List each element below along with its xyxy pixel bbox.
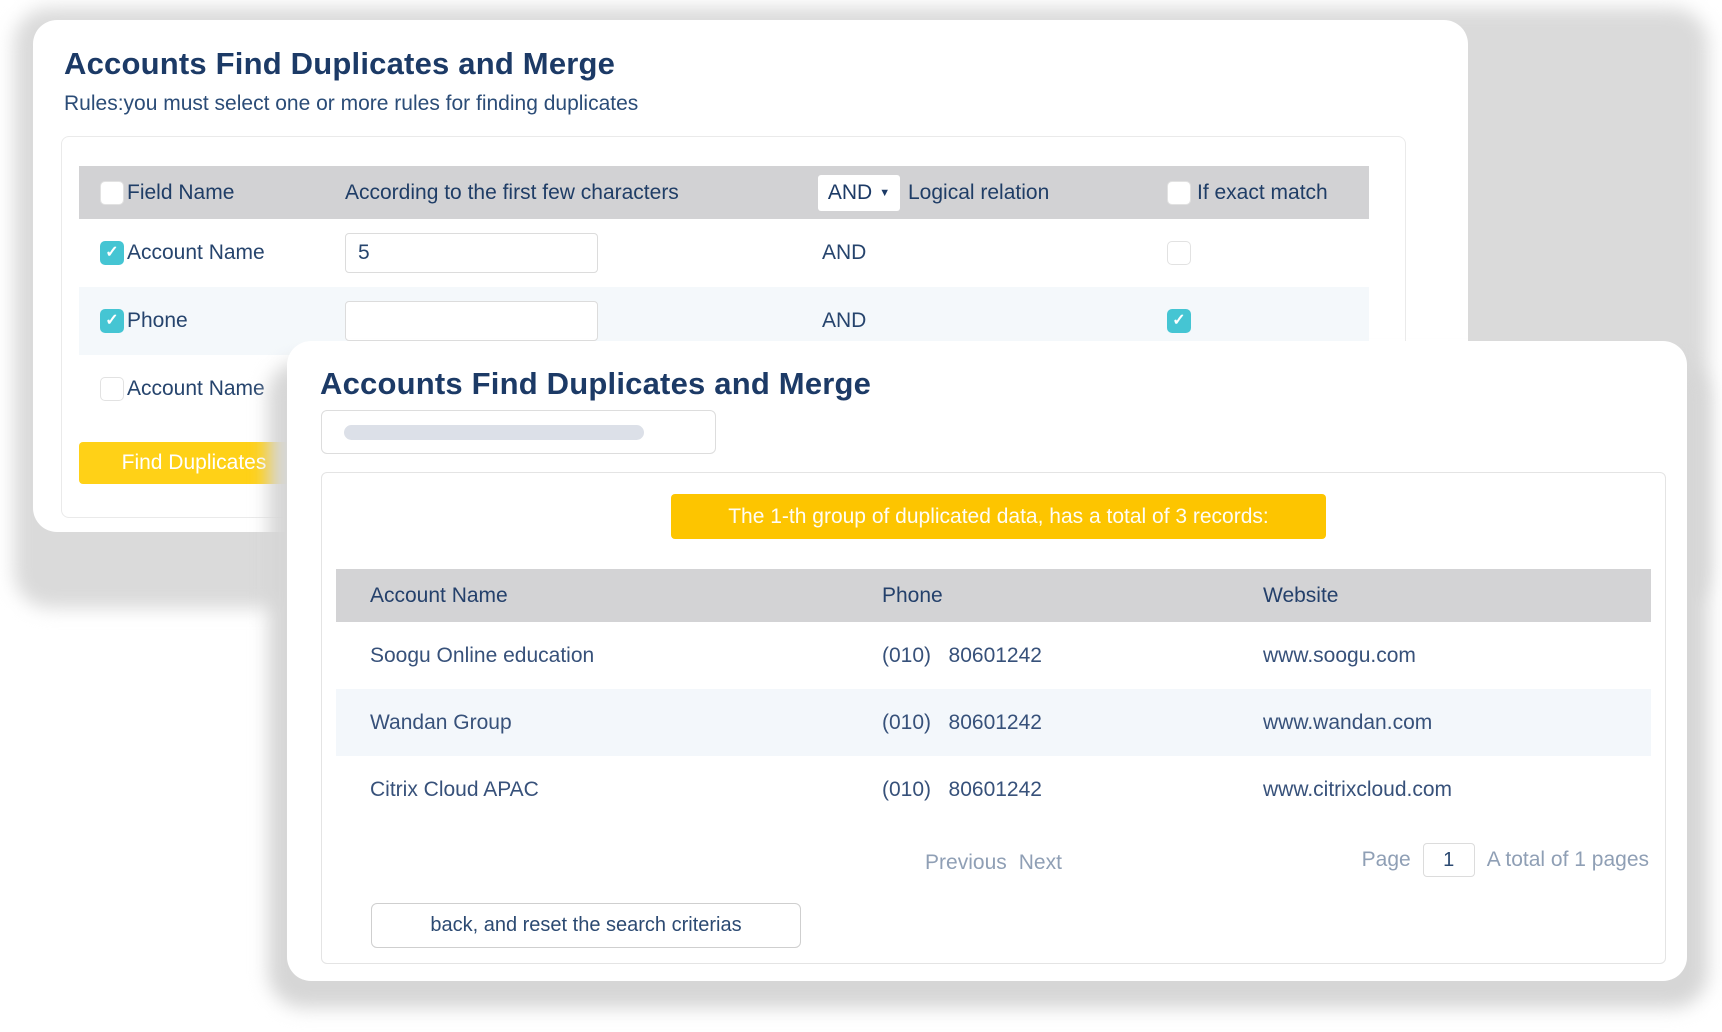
column-header-account-name: Account Name bbox=[370, 583, 508, 607]
exact-match-all-checkbox[interactable] bbox=[1167, 180, 1191, 205]
select-all-checkbox[interactable] bbox=[100, 180, 124, 205]
page-number-input[interactable]: 1 bbox=[1422, 843, 1475, 877]
rules-card-title: Accounts Find Duplicates and Merge bbox=[64, 46, 616, 81]
next-page-link[interactable]: Next bbox=[1018, 851, 1062, 874]
cell-account-name: Wandan Group bbox=[370, 710, 512, 734]
rule-checkbox-account-name[interactable]: ✓ bbox=[100, 241, 124, 265]
table-row[interactable]: Citrix Cloud APAC (010) 80601242 www.cit… bbox=[336, 756, 1651, 823]
table-row[interactable]: Soogu Online education (010) 80601242 ww… bbox=[336, 622, 1651, 689]
exact-match-checkbox[interactable] bbox=[1167, 241, 1191, 265]
rule-label: Account Name bbox=[127, 377, 265, 400]
checkmark-icon: ✓ bbox=[105, 244, 119, 261]
results-card-title: Accounts Find Duplicates and Merge bbox=[320, 366, 872, 401]
cell-account-name: Soogu Online education bbox=[370, 643, 595, 667]
cell-website: www.citrixcloud.com bbox=[1263, 777, 1453, 801]
rule-row-account-name: ✓ Account Name AND bbox=[79, 219, 1369, 287]
rule-checkbox-phone[interactable]: ✓ bbox=[100, 309, 124, 333]
cell-phone: (010) 80601242 bbox=[882, 710, 1042, 734]
total-pages-label: A total of 1 pages bbox=[1486, 848, 1649, 871]
logical-relation-label: Logical relation bbox=[908, 180, 1050, 204]
rules-card-subtitle: Rules:you must select one or more rules … bbox=[64, 92, 639, 115]
results-card: Accounts Find Duplicates and Merge The 1… bbox=[287, 341, 1687, 981]
page-label: Page bbox=[1361, 848, 1411, 871]
rules-table-header: Field Name According to the first few ch… bbox=[79, 166, 1369, 219]
table-row[interactable]: Wandan Group (010) 80601242 www.wandan.c… bbox=[336, 689, 1651, 756]
pager: Previous Next bbox=[336, 851, 1651, 875]
rule-label: Account Name bbox=[127, 241, 265, 264]
logical-relation-value: AND bbox=[827, 180, 873, 204]
column-header-phone: Phone bbox=[882, 583, 943, 607]
logical-relation-select[interactable]: AND ▼ bbox=[818, 174, 900, 211]
prefix-chars-input[interactable] bbox=[345, 301, 598, 341]
cell-phone: (010) 80601242 bbox=[882, 643, 1042, 667]
page-indicator: Page 1 A total of 1 pages bbox=[1362, 843, 1649, 877]
field-name-column-header: Field Name bbox=[127, 180, 235, 204]
relation-value: AND bbox=[822, 241, 867, 264]
cell-account-name: Citrix Cloud APAC bbox=[370, 777, 539, 801]
search-input[interactable] bbox=[321, 410, 716, 454]
prefix-column-header: According to the first few characters bbox=[345, 180, 679, 204]
results-table: Account Name Phone Website Soogu Online … bbox=[336, 569, 1651, 823]
relation-value: AND bbox=[822, 309, 867, 332]
back-reset-button[interactable]: back, and reset the search criterias bbox=[371, 903, 801, 948]
cell-phone: (010) 80601242 bbox=[882, 777, 1042, 801]
dropdown-arrow-icon: ▼ bbox=[879, 186, 891, 199]
previous-page-link[interactable]: Previous bbox=[925, 851, 1007, 874]
cell-website: www.soogu.com bbox=[1263, 643, 1416, 667]
checkmark-icon: ✓ bbox=[1172, 312, 1186, 329]
input-placeholder-bar bbox=[344, 425, 644, 440]
rule-label: Phone bbox=[127, 309, 188, 332]
checkmark-icon: ✓ bbox=[105, 312, 119, 329]
results-panel: The 1-th group of duplicated data, has a… bbox=[321, 472, 1666, 964]
prefix-chars-input[interactable] bbox=[345, 233, 598, 273]
exact-match-column-header: If exact match bbox=[1197, 180, 1328, 204]
results-table-header: Account Name Phone Website bbox=[336, 569, 1651, 622]
group-summary-banner: The 1-th group of duplicated data, has a… bbox=[671, 494, 1326, 539]
exact-match-checkbox[interactable]: ✓ bbox=[1167, 309, 1191, 333]
rule-checkbox-account-name-2[interactable] bbox=[100, 377, 124, 401]
column-header-website: Website bbox=[1263, 583, 1339, 607]
cell-website: www.wandan.com bbox=[1263, 710, 1433, 734]
